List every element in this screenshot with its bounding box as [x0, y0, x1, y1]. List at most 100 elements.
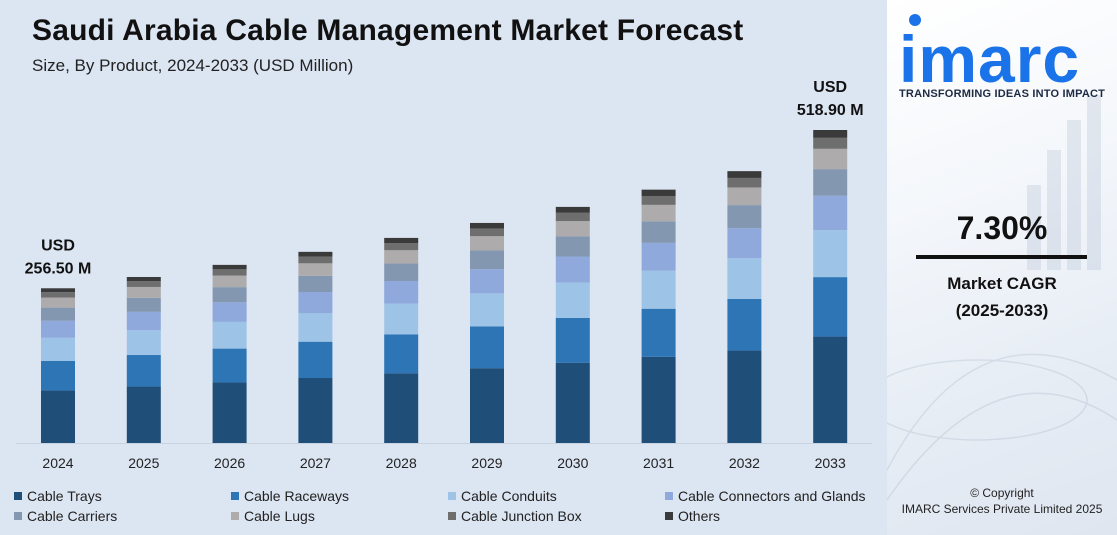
- legend-label: Cable Lugs: [244, 508, 315, 524]
- x-tick-label: 2032: [729, 455, 760, 471]
- bar-segment-2025-1: [126, 355, 161, 387]
- chart-legend: Cable Trays Cable Raceways Cable Conduits C…: [14, 488, 884, 532]
- bar-segment-2031-4: [641, 221, 676, 243]
- value-annotation-line1: USD: [813, 79, 847, 96]
- bar-segment-2029-5: [470, 236, 504, 251]
- bar-segment-2030-5: [555, 221, 590, 237]
- legend-swatch: [231, 512, 239, 520]
- bar-segment-2030-0: [555, 362, 590, 443]
- bar-segment-2026-1: [212, 348, 247, 383]
- bar-segment-2025-3: [126, 311, 161, 331]
- stacked-bar-chart: 2024 2025 2026 2027 2028 2029 2030 2031 2032 2033…: [16, 79, 872, 471]
- bar-segment-2025-2: [126, 330, 161, 356]
- bar-segment-2031-7: [641, 189, 676, 196]
- x-tick-label: 2024: [42, 455, 73, 471]
- bar-segment-2025-4: [126, 297, 161, 312]
- bar-segment-2030-7: [555, 206, 590, 213]
- bar-segment-2033-4: [813, 169, 848, 196]
- logo-wordmark: imarc: [899, 22, 1080, 90]
- value-annotation-line2: 256.50 M: [25, 260, 92, 277]
- imarc-logo: imarc: [899, 14, 1080, 90]
- legend-label: Cable Connectors and Glands: [678, 488, 866, 504]
- bar-segment-2028-4: [384, 263, 419, 281]
- bar-segment-2026-4: [212, 287, 247, 303]
- cagr-label: Market CAGR (2025-2033): [887, 270, 1117, 324]
- bar-segment-2030-1: [555, 317, 590, 363]
- copyright-notice: © Copyright IMARC Services Private Limit…: [887, 485, 1117, 517]
- copyright-line1: © Copyright: [970, 486, 1034, 500]
- legend-label: Cable Junction Box: [461, 508, 582, 524]
- x-tick-label: 2031: [643, 455, 674, 471]
- bar-segment-2024-6: [41, 292, 75, 298]
- bar-segment-2026-6: [212, 269, 247, 276]
- bar-segment-2027-6: [298, 256, 333, 264]
- chart-title: Saudi Arabia Cable Management Market For…: [32, 14, 744, 47]
- legend-item: Cable Conduits: [448, 488, 557, 504]
- legend-swatch: [448, 492, 456, 500]
- bar-segment-2024-7: [41, 288, 75, 293]
- bar-segment-2032-2: [727, 258, 762, 299]
- bar-segment-2028-3: [384, 280, 419, 304]
- bar-segment-2024-5: [41, 297, 75, 308]
- legend-item: Cable Junction Box: [448, 508, 582, 524]
- bar-segment-2026-7: [212, 264, 247, 270]
- bar-segment-2030-6: [555, 212, 590, 222]
- bar-segment-2029-3: [470, 269, 504, 294]
- legend-swatch: [448, 512, 456, 520]
- x-tick-label: 2028: [386, 455, 417, 471]
- bar-segment-2032-6: [727, 177, 762, 188]
- bar-segment-2029-1: [470, 326, 504, 369]
- bar-segment-2026-0: [212, 382, 247, 443]
- bar-segment-2030-3: [555, 256, 590, 283]
- bar-segment-2031-3: [641, 242, 676, 271]
- bar-segment-2033-1: [813, 277, 848, 337]
- bar-segment-2027-1: [298, 341, 333, 379]
- bar-segment-2029-0: [470, 368, 504, 443]
- bar-segment-2031-1: [641, 308, 676, 357]
- bar-segment-2029-2: [470, 293, 504, 327]
- bar-segment-2032-5: [727, 187, 762, 206]
- bar-segment-2025-6: [126, 281, 161, 287]
- bar-segment-2024-1: [41, 360, 75, 391]
- legend-label: Cable Conduits: [461, 488, 557, 504]
- bar-segment-2033-6: [813, 137, 848, 149]
- background-decoration: [887, 95, 1117, 501]
- x-tick-label: 2033: [815, 455, 846, 471]
- bar-segment-2024-2: [41, 337, 75, 361]
- bar-segment-2027-0: [298, 378, 333, 443]
- cagr-value: 7.30%: [956, 210, 1048, 246]
- legend-item: Cable Carriers: [14, 508, 117, 524]
- bar-segment-2031-2: [641, 270, 676, 309]
- x-tick-label: 2025: [128, 455, 159, 471]
- bar-segment-2033-2: [813, 230, 848, 278]
- bar-segment-2033-3: [813, 195, 848, 231]
- legend-swatch: [14, 512, 22, 520]
- bar-segment-2024-0: [41, 390, 75, 443]
- bar-segment-2028-6: [384, 243, 419, 251]
- cagr-label-line2: (2025-2033): [955, 301, 1049, 320]
- legend-label: Cable Trays: [27, 488, 102, 504]
- bar-segment-2028-0: [384, 373, 419, 443]
- bar-segment-2032-1: [727, 298, 762, 351]
- legend-label: Cable Carriers: [27, 508, 118, 524]
- brand-tagline: TRANSFORMING IDEAS INTO IMPACT: [899, 88, 1106, 100]
- bar-segment-2031-5: [641, 204, 676, 222]
- cagr-label-line1: Market CAGR: [947, 274, 1057, 293]
- bar-segment-2032-3: [727, 228, 762, 259]
- copyright-line2: IMARC Services Private Limited 2025: [901, 502, 1103, 516]
- bar-segment-2030-4: [555, 236, 590, 257]
- legend-swatch: [231, 492, 239, 500]
- legend-swatch: [665, 492, 673, 500]
- legend-label: Cable Raceways: [244, 488, 350, 504]
- bar-segment-2030-2: [555, 282, 590, 318]
- cagr-divider: [916, 255, 1087, 259]
- bar-segment-2025-0: [126, 386, 161, 443]
- bar-segment-2025-5: [126, 286, 161, 298]
- legend-item: Cable Lugs: [231, 508, 315, 524]
- bar-segment-2028-5: [384, 250, 419, 264]
- bar-segment-2027-7: [298, 251, 333, 257]
- bar-segment-2026-3: [212, 302, 247, 322]
- x-tick-label: 2030: [557, 455, 588, 471]
- bar-segment-2029-6: [470, 228, 504, 237]
- chart-subtitle: Size, By Product, 2024-2033 (USD Million…: [32, 56, 354, 75]
